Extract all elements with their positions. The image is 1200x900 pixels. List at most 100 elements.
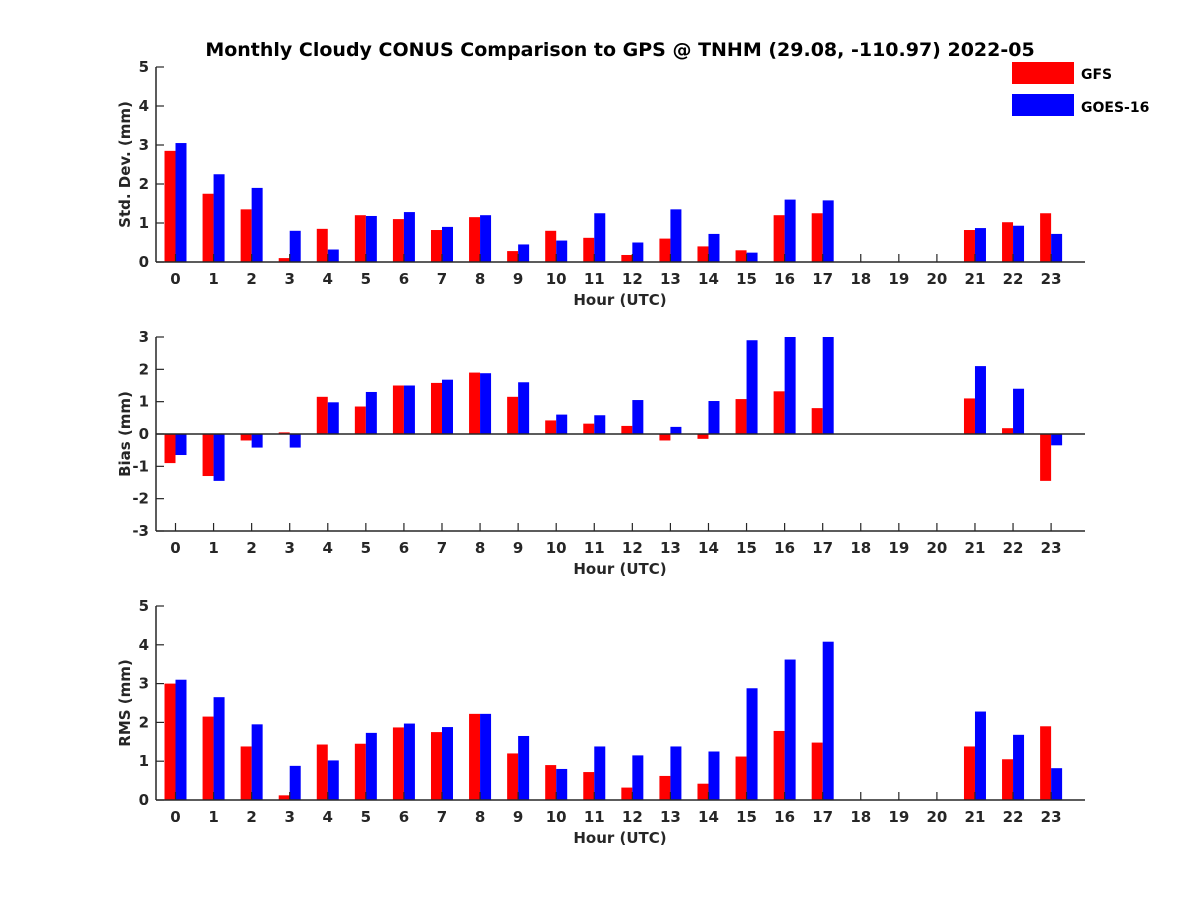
std-dev-ytick-label: 1 <box>139 214 149 232</box>
rms-bar-goes16-14 <box>708 751 720 800</box>
bias-xtick-label: 15 <box>736 539 757 557</box>
std-dev-bar-goes16-22 <box>1013 225 1025 262</box>
std-dev-bar-goes16-23 <box>1051 233 1063 262</box>
rms-bar-goes16-17 <box>822 641 834 800</box>
std-dev-bar-gfs-14 <box>697 246 709 262</box>
std-dev-xtick-label: 0 <box>170 270 180 288</box>
std-dev-ytick-label: 2 <box>139 175 149 193</box>
std-dev-bar-goes16-0 <box>175 143 187 262</box>
std-dev-xtick-label: 23 <box>1041 270 1062 288</box>
bias-bar-goes16-22 <box>1013 388 1025 434</box>
bias-bar-gfs-1 <box>202 434 214 477</box>
rms-bar-gfs-13 <box>659 775 671 800</box>
rms-ytick-label: 4 <box>139 636 149 654</box>
bias-ytick-label: -3 <box>132 522 149 540</box>
rms-y-axis-label: RMS (mm) <box>116 659 134 746</box>
std-dev-xtick-label: 7 <box>437 270 447 288</box>
rms-bar-gfs-21 <box>963 746 975 800</box>
std-dev-bar-gfs-22 <box>1002 222 1014 262</box>
rms-bar-gfs-7 <box>430 732 442 800</box>
rms-xtick-label: 6 <box>399 808 409 826</box>
bias-bar-goes16-14 <box>708 401 720 434</box>
bias-bar-goes16-13 <box>670 426 682 434</box>
std-dev-bar-goes16-4 <box>327 249 339 262</box>
rms-xtick-label: 14 <box>698 808 719 826</box>
rms-bar-gfs-8 <box>469 713 481 800</box>
legend-swatch-gfs <box>1012 62 1074 84</box>
bias-ytick-label: -2 <box>132 490 149 508</box>
std-dev-bar-goes16-16 <box>784 199 796 262</box>
rms-bar-goes16-16 <box>784 659 796 800</box>
bias-bar-goes16-7 <box>441 379 453 434</box>
bias-xtick-label: 17 <box>812 539 833 557</box>
rms-xtick-label: 22 <box>1003 808 1024 826</box>
rms-xtick-label: 17 <box>812 808 833 826</box>
std-dev-bar-gfs-15 <box>735 250 747 262</box>
rms-ytick-label: 3 <box>139 675 149 693</box>
rms-xtick-label: 3 <box>284 808 294 826</box>
bias-xtick-label: 22 <box>1003 539 1024 557</box>
rms-bar-gfs-3 <box>278 795 290 800</box>
bias-bar-goes16-2 <box>251 434 263 448</box>
std-dev-xtick-label: 3 <box>284 270 294 288</box>
rms-bar-gfs-0 <box>164 683 176 800</box>
rms-x-axis-label: Hour (UTC) <box>573 829 666 847</box>
std-dev-bar-gfs-2 <box>240 209 252 262</box>
legend-label-gfs: GFS <box>1081 67 1112 83</box>
std-dev-bar-gfs-9 <box>507 251 519 262</box>
bias-bar-gfs-22 <box>1002 428 1014 434</box>
bias-bar-goes16-11 <box>594 415 606 434</box>
rms-bar-goes16-12 <box>632 755 644 800</box>
std-dev-bar-goes16-2 <box>251 187 263 262</box>
std-dev-xtick-label: 16 <box>774 270 795 288</box>
std-dev-bar-goes16-5 <box>365 215 377 262</box>
bias-ytick-label: -1 <box>132 457 149 475</box>
std-dev-xtick-label: 5 <box>361 270 371 288</box>
bias-ytick-label: 2 <box>139 360 149 378</box>
std-dev-bar-gfs-5 <box>354 215 366 262</box>
bias-xtick-label: 10 <box>546 539 567 557</box>
bias-bar-goes16-5 <box>365 391 377 434</box>
std-dev-bar-gfs-23 <box>1040 213 1052 262</box>
bias-bar-goes16-8 <box>480 373 492 434</box>
bias-bar-goes16-15 <box>746 340 758 434</box>
std-dev-bar-goes16-8 <box>480 215 492 262</box>
std-dev-bar-gfs-17 <box>811 213 823 262</box>
std-dev-xtick-label: 18 <box>850 270 871 288</box>
rms-xtick-label: 4 <box>323 808 333 826</box>
legend-swatch-goes16 <box>1012 94 1074 116</box>
bias-xtick-label: 2 <box>246 539 256 557</box>
rms-bar-goes16-15 <box>746 688 758 800</box>
rms-bar-goes16-1 <box>213 697 225 800</box>
std-dev-bar-goes16-13 <box>670 209 682 262</box>
rms-bar-gfs-12 <box>621 787 633 800</box>
bias-bar-gfs-9 <box>507 396 519 434</box>
rms-xtick-label: 15 <box>736 808 757 826</box>
bias-bar-gfs-17 <box>811 408 823 434</box>
rms-bar-goes16-2 <box>251 724 263 800</box>
bias-xtick-label: 11 <box>584 539 605 557</box>
std-dev-xtick-label: 1 <box>208 270 218 288</box>
bias-xtick-label: 16 <box>774 539 795 557</box>
bias-xtick-label: 0 <box>170 539 180 557</box>
rms-xtick-label: 9 <box>513 808 523 826</box>
rms-bar-gfs-17 <box>811 742 823 800</box>
rms-xtick-label: 23 <box>1041 808 1062 826</box>
rms-bar-gfs-10 <box>545 765 557 800</box>
rms-bar-goes16-23 <box>1051 768 1063 800</box>
rms-bar-goes16-10 <box>556 768 568 800</box>
rms-bar-gfs-22 <box>1002 759 1014 800</box>
bias-xtick-label: 20 <box>926 539 947 557</box>
std-dev-xtick-label: 15 <box>736 270 757 288</box>
bias-bar-gfs-4 <box>316 396 328 434</box>
std-dev-x-axis-label: Hour (UTC) <box>573 291 666 309</box>
rms-bar-goes16-4 <box>327 760 339 800</box>
rms-bar-goes16-9 <box>518 735 530 800</box>
rms-bar-goes16-7 <box>441 727 453 800</box>
rms-xtick-label: 12 <box>622 808 643 826</box>
std-dev-bar-gfs-10 <box>545 230 557 262</box>
rms-xtick-label: 7 <box>437 808 447 826</box>
std-dev-xtick-label: 10 <box>546 270 567 288</box>
std-dev-xtick-label: 12 <box>622 270 643 288</box>
